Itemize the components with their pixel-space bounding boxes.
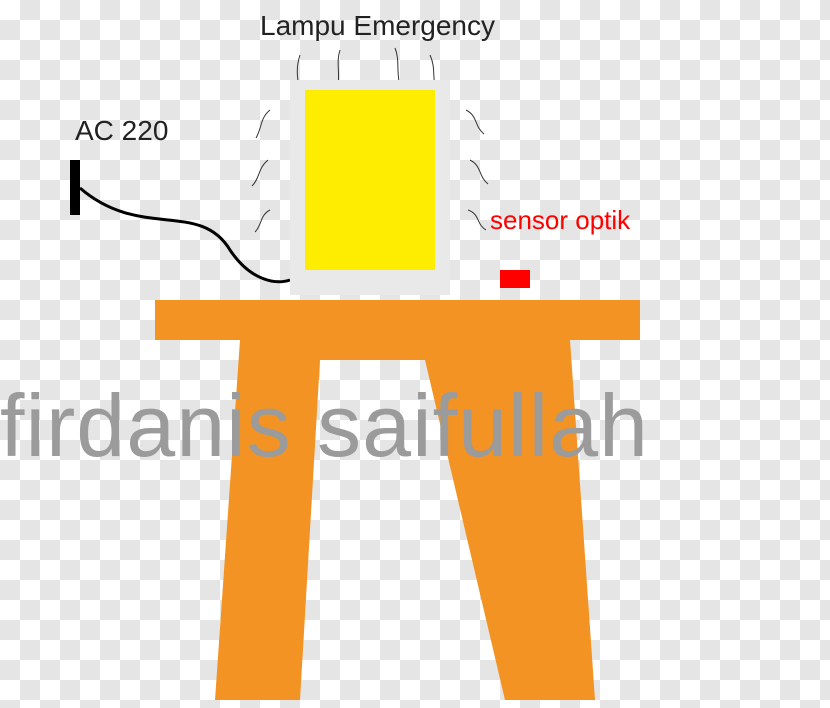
light-ray-9 bbox=[468, 210, 486, 230]
light-ray-5 bbox=[252, 160, 268, 186]
ac-plug-bar bbox=[70, 160, 80, 215]
lamp-core bbox=[305, 90, 435, 270]
diagram-stage: Lampu Emergency AC 220 sensor optik fird… bbox=[0, 0, 830, 708]
table-shape bbox=[155, 300, 640, 700]
light-ray-4 bbox=[256, 110, 270, 138]
light-ray-7 bbox=[466, 110, 484, 134]
ac-voltage-label: AC 220 bbox=[75, 115, 168, 147]
ac-cable bbox=[80, 188, 290, 282]
sensor-block bbox=[500, 270, 530, 288]
sensor-label: sensor optik bbox=[490, 205, 630, 236]
light-ray-8 bbox=[470, 160, 488, 184]
watermark-text: firdanis saifullah bbox=[0, 375, 649, 477]
light-ray-6 bbox=[255, 210, 270, 232]
title-label: Lampu Emergency bbox=[260, 10, 495, 42]
